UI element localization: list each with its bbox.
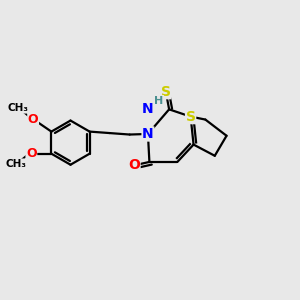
Text: O: O [26, 147, 37, 160]
Text: H: H [154, 95, 164, 106]
Text: S: S [186, 110, 196, 124]
Text: N: N [142, 127, 154, 141]
Text: CH₃: CH₃ [8, 103, 29, 113]
Text: S: S [160, 85, 171, 99]
Text: N: N [142, 102, 154, 116]
Text: O: O [128, 158, 140, 172]
Text: O: O [28, 113, 38, 126]
Text: CH₃: CH₃ [5, 159, 26, 169]
